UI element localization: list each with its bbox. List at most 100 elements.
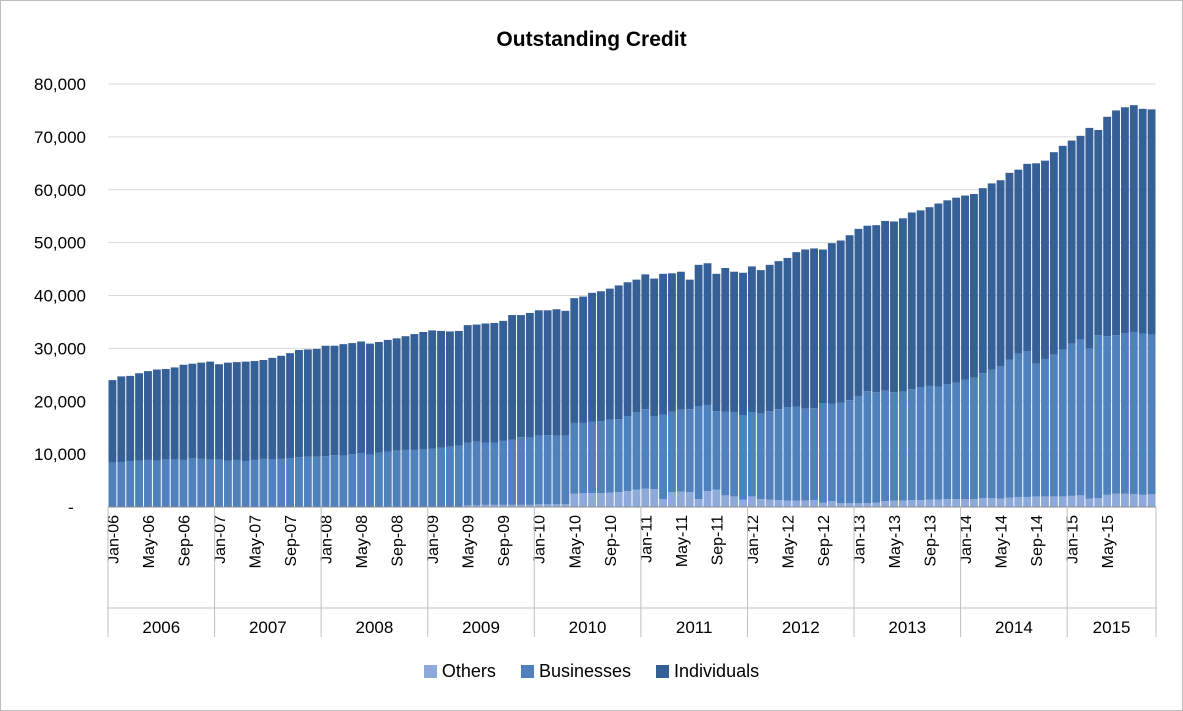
bar-individuals — [463, 325, 472, 443]
bar-businesses — [561, 435, 570, 505]
bar-individuals — [481, 323, 490, 443]
bar-individuals — [1032, 163, 1041, 364]
bar-businesses — [1067, 343, 1076, 496]
bar-others — [1049, 496, 1058, 507]
bar-individuals — [1138, 108, 1147, 334]
bar-individuals — [543, 310, 552, 436]
x-tick-label: May-06 — [141, 515, 158, 568]
x-tick-label: Jan-09 — [425, 515, 442, 564]
bar-businesses — [623, 416, 632, 492]
bar-businesses — [1014, 353, 1023, 497]
bar-others — [1005, 497, 1014, 507]
bar-individuals — [712, 273, 721, 412]
bar-others — [996, 498, 1005, 507]
bar-others — [881, 501, 890, 507]
bar-individuals — [188, 363, 197, 459]
bar-individuals — [277, 355, 286, 459]
bar-individuals — [472, 324, 481, 442]
bar-businesses — [614, 419, 623, 493]
bar-individuals — [170, 367, 179, 460]
bar-others — [943, 499, 952, 507]
bar-individuals — [588, 292, 596, 422]
bar-individuals — [392, 338, 401, 451]
bar-individuals — [570, 298, 579, 423]
bar-others — [1067, 495, 1076, 507]
bar-individuals — [925, 207, 934, 386]
bar-businesses — [215, 459, 223, 507]
bar-individuals — [117, 376, 126, 463]
bar-businesses — [144, 459, 152, 507]
bar-others — [543, 504, 552, 507]
bar-businesses — [685, 409, 694, 493]
bar-others — [969, 499, 978, 507]
bar-businesses — [534, 435, 543, 505]
bar-others — [854, 503, 863, 507]
bar-businesses — [259, 458, 268, 507]
bar-others — [472, 505, 481, 507]
bar-businesses — [570, 422, 579, 494]
bar-individuals — [330, 345, 339, 456]
bar-others — [659, 499, 668, 507]
x-tick-label: Sep-06 — [176, 515, 193, 567]
bar-individuals — [952, 197, 961, 383]
bar-individuals — [445, 331, 454, 447]
bar-businesses — [472, 441, 481, 506]
bar-individuals — [819, 249, 827, 404]
y-tick-label: 10,000 — [34, 445, 86, 464]
bar-others — [623, 491, 632, 507]
bar-others — [872, 502, 881, 507]
bar-individuals — [286, 353, 295, 459]
y-tick-label: 40,000 — [34, 287, 86, 306]
bar-individuals — [854, 228, 863, 396]
x-tick-label: Jan-08 — [319, 515, 336, 564]
bar-individuals — [961, 195, 969, 380]
bar-businesses — [445, 446, 454, 507]
bar-others — [836, 503, 845, 507]
bar-businesses — [659, 414, 668, 500]
bar-individuals — [437, 330, 445, 448]
bar-individuals — [1147, 109, 1156, 335]
bar-individuals — [605, 288, 614, 420]
bar-individuals — [1023, 163, 1032, 352]
bar-businesses — [943, 384, 952, 500]
bar-others — [508, 504, 517, 507]
bar-others — [463, 505, 472, 507]
bar-businesses — [694, 406, 703, 500]
bar-others — [650, 489, 659, 507]
bar-individuals — [1085, 127, 1094, 349]
bar-others — [579, 493, 588, 507]
bar-businesses — [712, 411, 721, 490]
bar-others — [1120, 493, 1129, 507]
bar-businesses — [1023, 351, 1032, 497]
bar-others — [890, 500, 898, 507]
bar-individuals — [374, 342, 383, 453]
x-tick-label: Sep-13 — [923, 515, 940, 567]
bar-others — [588, 493, 596, 507]
bar-businesses — [419, 449, 428, 507]
bar-individuals — [916, 210, 925, 387]
bar-businesses — [295, 457, 303, 507]
bar-individuals — [614, 285, 623, 420]
bar-others — [774, 500, 783, 507]
bar-others — [863, 503, 872, 507]
bar-others — [756, 499, 765, 507]
bar-businesses — [525, 437, 534, 505]
bar-others — [525, 504, 534, 507]
bar-others — [570, 493, 579, 507]
bar-individuals — [250, 361, 259, 460]
bar-businesses — [437, 447, 445, 507]
bar-individuals — [339, 344, 348, 456]
x-tick-label: Jan-12 — [745, 515, 762, 564]
bar-individuals — [1094, 130, 1103, 336]
legend-swatch-individuals — [656, 664, 670, 678]
bar-businesses — [774, 409, 783, 501]
bar-individuals — [126, 375, 135, 461]
legend-label-individuals: Individuals — [674, 660, 760, 681]
bar-businesses — [1041, 358, 1049, 497]
bar-individuals — [303, 349, 312, 457]
bar-others — [1058, 496, 1067, 507]
bar-businesses — [898, 391, 907, 501]
bar-individuals — [1058, 145, 1067, 350]
bar-others — [898, 500, 907, 507]
bar-businesses — [863, 391, 872, 504]
